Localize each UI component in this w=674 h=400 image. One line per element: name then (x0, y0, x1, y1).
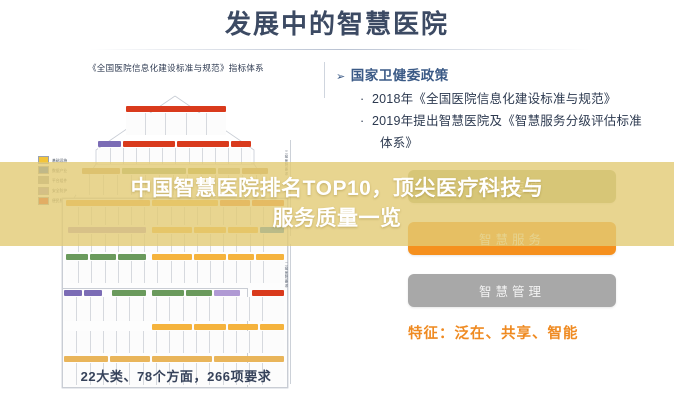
base-row-e-header-b (194, 324, 226, 330)
policy-bullet-1: · 2018年《全国医院信息化建设标准与规范》 (360, 88, 617, 107)
base-row-c-header-green1 (66, 254, 88, 260)
base-row-f-header-c (152, 356, 212, 362)
tier2-header-red-a (123, 141, 175, 147)
headline-line-1: 中国智慧医院排名TOP10，顶尖医疗科技与 (130, 177, 544, 200)
base-row-c-header-amber3 (228, 254, 254, 260)
indicator-system-caption: 《全国医院信息化建设标准与规范》指标体系 (87, 63, 264, 73)
policy-heading-label: 国家卫健委政策 (350, 68, 449, 83)
base-row-c-cells (66, 261, 285, 283)
base-row-f-cells (64, 363, 284, 385)
tier2-header-purple-left (98, 141, 121, 147)
policy-bullet-2-text: 2019年提出智慧医院及《智慧服务分级评估标准 (372, 114, 642, 128)
page-title: 发展中的智慧医院 (224, 9, 449, 39)
base-row-e-cells (64, 331, 284, 353)
arrow-right-icon: ➢ (336, 71, 346, 83)
policy-heading: ➢ 国家卫健委政策 (336, 64, 449, 84)
tier2-cells (98, 148, 251, 164)
base-row-c-header-amber2 (194, 254, 226, 260)
base-row-c-header-amber4 (256, 254, 284, 260)
title-divider (90, 49, 590, 50)
base-row-e-header-a (152, 324, 192, 330)
tier-label-lower: 二级医院要求 (284, 262, 288, 289)
policy-bullet-2: · 2019年提出智慧医院及《智慧服务分级评估标准 (360, 110, 642, 129)
base-row-e-header-d (260, 324, 284, 330)
base-row-d-header-purple1 (64, 290, 82, 296)
policy-bullet-1-text: 2018年《全国医院信息化建设标准与规范》 (372, 92, 617, 106)
headline-overlay-band: 中国智慧医院排名TOP10，顶尖医疗科技与 服务质量一览 (0, 162, 674, 246)
tier2-header-red-b (177, 141, 229, 147)
base-row-f-header-a (64, 356, 108, 362)
base-row-e-header-c (228, 324, 258, 330)
headline-line-2: 服务质量一览 (272, 207, 402, 230)
feature-text: 特征：泛在、共享、智能 (408, 326, 579, 342)
base-row-d-header-green2 (152, 290, 184, 296)
indicator-system-footer: 22大类、78个方面，266项要求 (80, 369, 272, 384)
bullet-dot-icon: · (360, 114, 365, 128)
tier-rule-lower (290, 244, 291, 384)
base-row-d-header-purple2 (84, 290, 102, 296)
headline-text: 中国智慧医院排名TOP10，顶尖医疗科技与 服务质量一览 (27, 174, 647, 234)
base-row-d-header-red (252, 290, 284, 296)
base-row-c-header-amber (152, 254, 192, 260)
legend-label: 基础设施 (52, 158, 68, 163)
pyramid-apex-cells (126, 113, 227, 135)
base-row-c-header-green2 (90, 254, 116, 260)
bullet-dot-icon: · (360, 92, 365, 106)
panel-divider (324, 62, 325, 98)
base-row-d-cells (64, 297, 284, 321)
pyramid-apex-header (126, 106, 226, 112)
base-row-f-header-b (110, 356, 150, 362)
pillar-smart-management: 智慧管理 (408, 274, 616, 307)
base-row-d-header-green3 (186, 290, 212, 296)
base-row-d-header-purple3 (214, 290, 240, 296)
tier2-header-red-c (231, 141, 251, 147)
policy-bullet-2-continued: 体系》 (380, 136, 419, 150)
base-row-c-header-green3 (118, 254, 146, 260)
base-row-f-header-d (214, 356, 284, 362)
base-row-d-header-green (112, 290, 146, 296)
